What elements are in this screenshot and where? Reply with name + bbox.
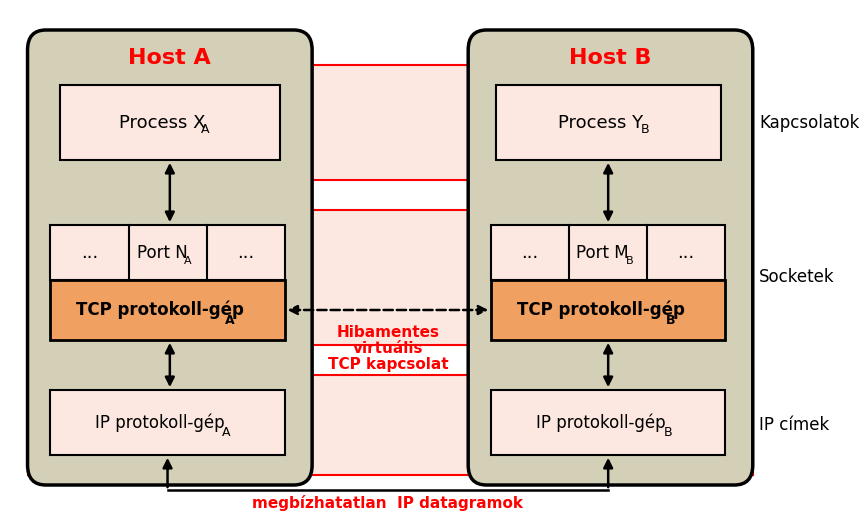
FancyBboxPatch shape bbox=[491, 225, 725, 280]
Text: TCP protokoll-gép: TCP protokoll-gép bbox=[517, 301, 685, 319]
Text: B: B bbox=[663, 426, 672, 439]
Text: ...: ... bbox=[81, 244, 98, 262]
Text: B: B bbox=[666, 313, 676, 326]
FancyBboxPatch shape bbox=[491, 280, 725, 340]
FancyBboxPatch shape bbox=[60, 85, 280, 160]
Text: Port M: Port M bbox=[576, 244, 629, 262]
Text: IP címek: IP címek bbox=[759, 416, 830, 434]
FancyBboxPatch shape bbox=[496, 85, 721, 160]
FancyBboxPatch shape bbox=[50, 225, 285, 280]
Text: A: A bbox=[225, 313, 234, 326]
Text: Process Y: Process Y bbox=[558, 113, 644, 131]
FancyBboxPatch shape bbox=[468, 30, 753, 485]
Text: A: A bbox=[201, 123, 209, 136]
FancyBboxPatch shape bbox=[28, 30, 312, 485]
Text: B: B bbox=[641, 123, 650, 136]
Text: A: A bbox=[184, 256, 191, 266]
Text: Port N: Port N bbox=[137, 244, 188, 262]
FancyBboxPatch shape bbox=[50, 280, 285, 340]
Text: A: A bbox=[222, 426, 231, 439]
Bar bbox=[28, 375, 753, 475]
Text: IP protokoll-gép: IP protokoll-gép bbox=[95, 413, 225, 432]
Text: B: B bbox=[625, 256, 633, 266]
Text: megbízhatatlan  IP datagramok: megbízhatatlan IP datagramok bbox=[253, 495, 523, 511]
Text: IP protokoll-gép: IP protokoll-gép bbox=[536, 413, 666, 432]
Text: Kapcsolatok: Kapcsolatok bbox=[759, 113, 860, 131]
Text: ...: ... bbox=[677, 244, 695, 262]
Text: virtuális: virtuális bbox=[353, 341, 423, 356]
Text: Hibamentes: Hibamentes bbox=[336, 325, 439, 340]
FancyBboxPatch shape bbox=[50, 390, 285, 455]
Text: TCP kapcsolat: TCP kapcsolat bbox=[328, 357, 448, 372]
FancyBboxPatch shape bbox=[491, 390, 725, 455]
Bar bbox=[28, 210, 753, 345]
Bar bbox=[28, 65, 753, 180]
Text: Host B: Host B bbox=[569, 48, 651, 68]
Text: Host A: Host A bbox=[129, 48, 211, 68]
Text: Process X: Process X bbox=[119, 113, 206, 131]
Text: ...: ... bbox=[522, 244, 539, 262]
Text: ...: ... bbox=[237, 244, 254, 262]
Text: Socketek: Socketek bbox=[759, 268, 835, 287]
Text: TCP protokoll-gép: TCP protokoll-gép bbox=[76, 301, 244, 319]
